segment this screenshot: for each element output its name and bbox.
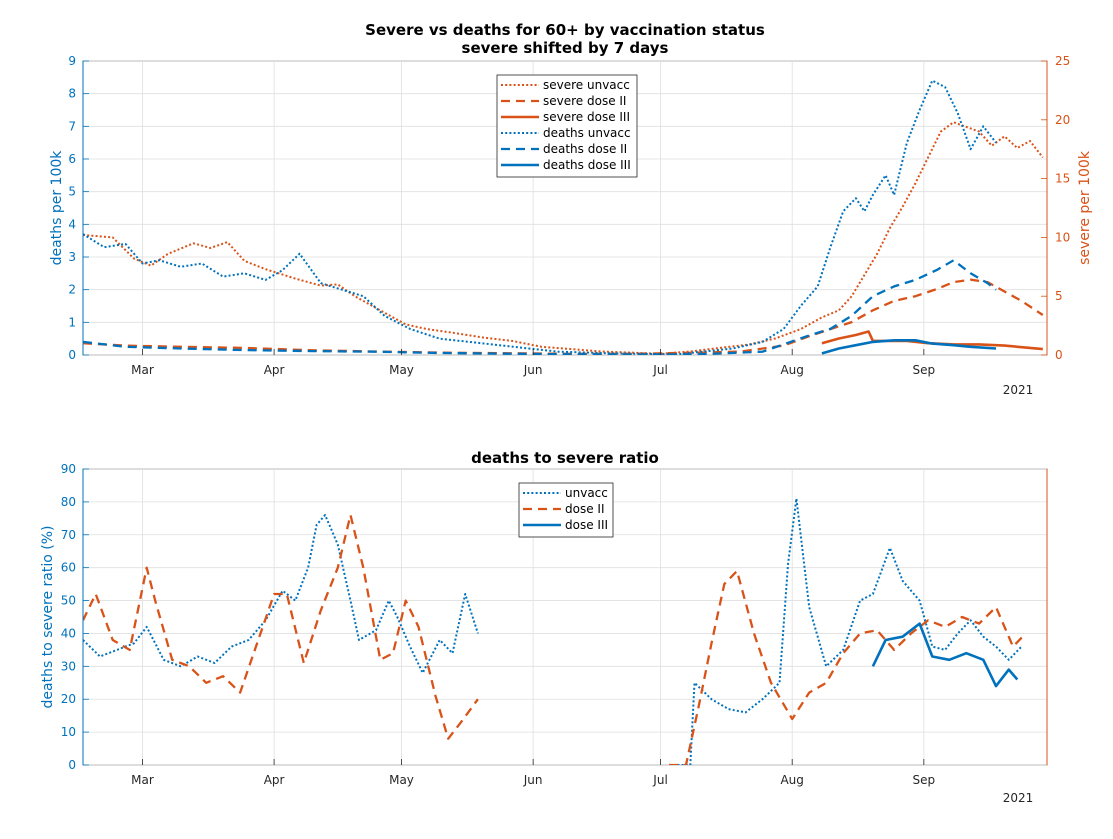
y-tick-label-right: 5 bbox=[1055, 289, 1063, 303]
series-top bbox=[83, 79, 1044, 355]
legend-label: dose II bbox=[565, 502, 605, 516]
y-tick-label-left: 10 bbox=[61, 725, 76, 739]
x-ticks-bottom: Mar Apr May Jun Jul Aug Sep bbox=[131, 759, 935, 787]
y-tick-label-left: 90 bbox=[61, 462, 76, 476]
y-tick-label-left: 1 bbox=[68, 315, 76, 329]
series-line-dose-iii bbox=[871, 622, 1019, 688]
x-tick-label: May bbox=[389, 363, 414, 377]
series-line-deaths-dose-ii bbox=[83, 259, 997, 355]
y-tick-label-left: 5 bbox=[68, 185, 76, 199]
x-tick-label: Jul bbox=[652, 363, 667, 377]
legend-top: severe unvacc severe dose II severe dose I… bbox=[496, 74, 638, 178]
x-tick-label: Aug bbox=[780, 363, 803, 377]
series-line-unvacc bbox=[83, 497, 1023, 765]
y-tick-label-left: 30 bbox=[61, 659, 76, 673]
x-tick-label: Apr bbox=[264, 363, 285, 377]
axes-top: 0 1 2 3 4 5 6 7 8 9 0 5 10 15 20 25 Mar Apr May Jun Jul Aug… bbox=[49, 21, 1093, 397]
x-tick-label: Mar bbox=[131, 773, 154, 787]
legend-bottom: unvacc dose II dose III bbox=[518, 482, 614, 538]
year-label-bottom: 2021 bbox=[1003, 791, 1034, 805]
x-tick-label: Jun bbox=[523, 773, 543, 787]
y-tick-label-right: 10 bbox=[1055, 230, 1070, 244]
legend-label: severe dose III bbox=[543, 110, 630, 124]
y-tick-label-left: 9 bbox=[68, 54, 76, 68]
grid-top bbox=[83, 60, 1047, 356]
x-ticks-top: Mar Apr May Jun Jul Aug Sep bbox=[131, 349, 935, 377]
series-line-deaths-dose-iii bbox=[821, 339, 997, 355]
y-tick-label-left: 0 bbox=[68, 348, 76, 362]
chart-title-top: Severe vs deaths for 60+ by vaccination … bbox=[365, 21, 765, 39]
x-tick-label: Jul bbox=[652, 773, 667, 787]
x-tick-label: Aug bbox=[780, 773, 803, 787]
legend-label: dose III bbox=[565, 518, 608, 532]
y-axis-label-left-bottom: deaths to severe ratio (%) bbox=[40, 526, 56, 709]
y-tick-label-left: 7 bbox=[68, 119, 76, 133]
series-bottom bbox=[83, 497, 1027, 765]
x-tick-label: Jun bbox=[523, 363, 543, 377]
y-tick-label-left: 3 bbox=[68, 250, 76, 264]
series-line-dose-ii bbox=[83, 513, 1027, 765]
x-tick-label: Mar bbox=[131, 363, 154, 377]
x-tick-label: Sep bbox=[913, 363, 936, 377]
year-label-top: 2021 bbox=[1003, 383, 1034, 397]
chart-title-bottom: deaths to severe ratio bbox=[471, 449, 659, 467]
legend-label: unvacc bbox=[565, 486, 608, 500]
axes-bottom: 0 10 20 30 40 50 60 70 80 90 Mar Apr May Jun Jul Aug Se… bbox=[40, 449, 1048, 805]
y-tick-label-left: 6 bbox=[68, 152, 76, 166]
y-tick-label-right: 25 bbox=[1055, 54, 1070, 68]
y-tick-label-left: 20 bbox=[61, 692, 76, 706]
y-tick-label-right: 0 bbox=[1055, 348, 1063, 362]
y-ticks-left-top: 0 1 2 3 4 5 6 7 8 9 bbox=[68, 54, 1048, 362]
y-ticks-left-bottom: 0 10 20 30 40 50 60 70 80 90 bbox=[61, 462, 1048, 772]
y-tick-label-left: 4 bbox=[68, 217, 76, 231]
legend-box bbox=[496, 74, 638, 178]
y-tick-label-left: 60 bbox=[61, 561, 76, 575]
x-tick-label: May bbox=[389, 773, 414, 787]
y-tick-label-left: 2 bbox=[68, 283, 76, 297]
legend-label: deaths dose II bbox=[543, 142, 627, 156]
y-tick-label-left: 70 bbox=[61, 528, 76, 542]
y-axis-label-right-top: severe per 100k bbox=[1077, 150, 1093, 265]
y-tick-label-left: 40 bbox=[61, 626, 76, 640]
y-tick-label-left: 50 bbox=[61, 594, 76, 608]
legend-label: severe dose II bbox=[543, 94, 626, 108]
y-tick-label-right: 20 bbox=[1055, 113, 1070, 127]
y-tick-label-left: 80 bbox=[61, 495, 76, 509]
x-tick-label: Apr bbox=[264, 773, 285, 787]
y-tick-label-left: 0 bbox=[68, 758, 76, 772]
x-tick-label: Sep bbox=[913, 773, 936, 787]
y-ticks-right-top: 0 5 10 15 20 25 bbox=[1041, 54, 1070, 362]
y-tick-label-right: 15 bbox=[1055, 172, 1070, 186]
legend-box bbox=[518, 482, 614, 538]
legend-label: severe unvacc bbox=[543, 78, 630, 92]
y-axis-label-left-top: deaths per 100k bbox=[49, 150, 65, 266]
legend-label: deaths dose III bbox=[543, 158, 631, 172]
y-tick-label-left: 8 bbox=[68, 87, 76, 101]
chart-subtitle-top: severe shifted by 7 days bbox=[462, 39, 669, 57]
legend-label: deaths unvacc bbox=[543, 126, 631, 140]
